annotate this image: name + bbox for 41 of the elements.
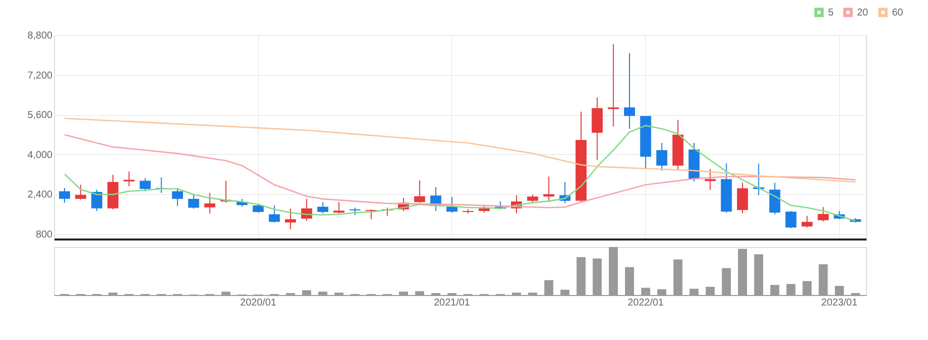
candlestick [656,142,668,172]
candlestick [58,187,70,204]
candlestick [414,180,426,204]
candlestick [91,189,102,212]
legend-label: 20 [857,7,869,18]
candlestick [802,215,813,228]
candlestick [769,182,780,215]
candlestick [366,208,377,220]
candlestick [172,187,183,207]
y-tick-label: 8,800 [27,30,53,42]
candlestick [785,210,796,229]
candlestick [543,176,554,202]
legend-label: 5 [828,7,834,18]
candlestick [140,178,151,192]
candlestick [188,193,200,210]
x-tick-label: 2021/01 [434,298,470,308]
line-series [64,134,856,208]
y-tick-label: 2,400 [27,190,53,201]
candlestick [446,196,458,214]
y-tick-label: 4,000 [27,150,53,161]
y-tick-label: 7,200 [27,70,53,82]
candlestick [818,206,829,222]
legend-label: 60 [892,7,904,18]
y-tick-label: 5,600 [27,110,53,122]
candlestick [268,204,280,224]
candlestick [737,182,748,214]
x-tick-label: 2020/01 [240,298,277,308]
x-tick-label: 2022/01 [628,298,664,308]
candlestick [317,202,328,214]
line-series [64,118,856,183]
y-tick-label: 800 [36,230,53,241]
candlestick [608,44,619,127]
candlestick [204,192,216,214]
candlestick [284,208,296,230]
x-tick-label: 2023/01 [821,298,858,308]
candlestick [124,171,135,187]
candlestick [333,202,344,214]
candlestick [704,168,716,190]
line-series [64,124,856,222]
candlestick [624,52,636,130]
candlestick [75,184,86,200]
